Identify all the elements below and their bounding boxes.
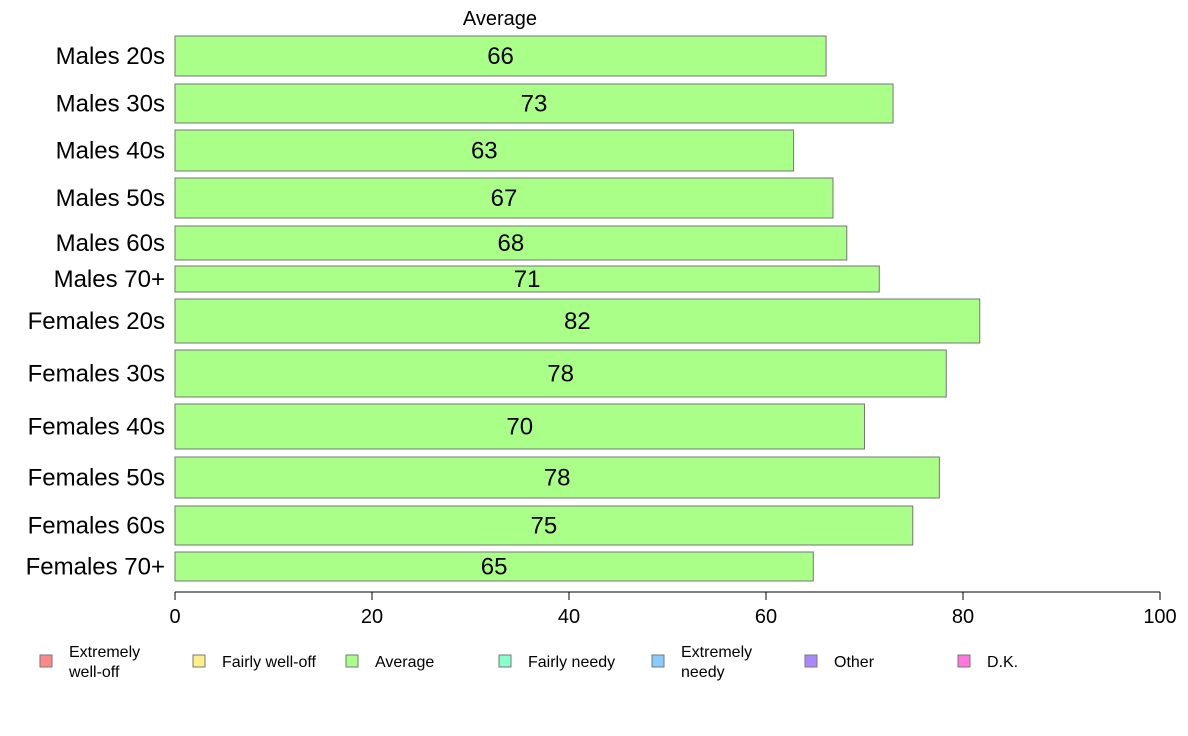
category-label: Females 40s [28, 414, 165, 441]
bar [174, 551, 814, 582]
category-label: Females 60s [28, 513, 165, 540]
x-tick-label: 40 [558, 606, 580, 628]
category-label: Males 70+ [54, 266, 165, 293]
x-tick-label: 60 [755, 606, 777, 628]
bar [174, 35, 827, 77]
bar-value-label: 78 [544, 465, 571, 492]
bars-group: Males 20s 66 Males 30s 73 Males 40s 63 Males 5… [26, 35, 981, 582]
bar-value-label: 71 [514, 266, 541, 293]
category-label: Females 30s [28, 361, 165, 388]
bar [174, 265, 880, 293]
legend-swatch [345, 654, 359, 668]
bar [174, 349, 947, 398]
bar [174, 403, 865, 450]
legend-label: D.K. [987, 654, 1018, 671]
bar-value-label: 63 [471, 138, 498, 165]
legend-swatch [39, 654, 53, 668]
x-tick-label: 80 [952, 606, 974, 628]
legend-label: Fairly needy [528, 654, 615, 671]
bar-value-label: 78 [547, 361, 574, 388]
bar [174, 129, 795, 172]
x-tick-label: 0 [169, 606, 180, 628]
category-label: Females 20s [28, 308, 165, 335]
bar [174, 225, 848, 261]
category-label: Males 20s [56, 43, 165, 70]
bar-value-label: 73 [521, 91, 548, 118]
legend-swatch [498, 654, 512, 668]
category-label: Males 60s [56, 230, 165, 257]
x-tick-label: 20 [361, 606, 383, 628]
bar-value-label: 82 [564, 308, 591, 335]
bar-value-label: 68 [498, 230, 525, 257]
bar [174, 298, 981, 344]
bar-value-label: 67 [491, 185, 518, 212]
legend-label: Fairly well-off [222, 654, 317, 671]
bar [174, 83, 894, 124]
category-label: Males 40s [56, 138, 165, 165]
x-axis: 0 20 40 60 80 100 [169, 591, 1177, 628]
legend-label: Average [375, 654, 434, 671]
bar [174, 456, 940, 499]
bar-value-label: 66 [487, 43, 514, 70]
bar-value-label: 75 [531, 513, 558, 540]
category-label: Females 70+ [26, 554, 165, 581]
legend-swatch [957, 654, 971, 668]
category-label: Males 50s [56, 185, 165, 212]
legend-label: Extremely needy [681, 644, 752, 681]
x-tick-label: 100 [1143, 606, 1176, 628]
legend-label: Extremely well-off [68, 644, 140, 681]
category-label: Males 30s [56, 91, 165, 118]
legend-swatch [651, 654, 665, 668]
legend-label: Other [834, 654, 875, 671]
legend-swatch [192, 654, 206, 668]
legend: Extremely well-off Fairly well-off Average F… [39, 644, 1018, 681]
legend-swatch [804, 654, 818, 668]
bar-value-label: 65 [481, 554, 508, 581]
bar-value-label: 70 [506, 414, 533, 441]
bar [174, 177, 834, 219]
bar [174, 505, 914, 546]
category-label: Females 50s [28, 465, 165, 492]
series-title: Average [463, 8, 537, 30]
